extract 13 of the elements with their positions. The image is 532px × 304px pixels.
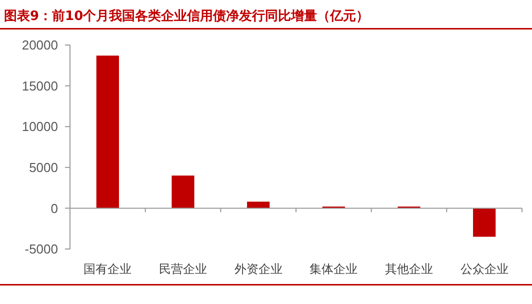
y-tick-label: 0: [50, 200, 58, 216]
x-tick-label: 国有企业: [84, 262, 132, 276]
y-tick-label: 20000: [22, 38, 58, 53]
x-tick-label: 公众企业: [460, 262, 508, 276]
y-tick-label: 5000: [29, 160, 58, 175]
y-tick-label: 10000: [22, 119, 58, 134]
x-tick-label: 其他企业: [385, 262, 433, 276]
chart-title: 图表9：前10个月我国各类企业信用债净发行同比增量（亿元）: [4, 8, 370, 24]
y-tick-label: -5000: [24, 242, 58, 257]
x-tick-label: 集体企业: [310, 262, 358, 276]
y-tick-label: 15000: [22, 78, 58, 94]
x-tick-label: 民营企业: [159, 262, 207, 276]
x-tick-label: 外资企业: [234, 262, 282, 276]
